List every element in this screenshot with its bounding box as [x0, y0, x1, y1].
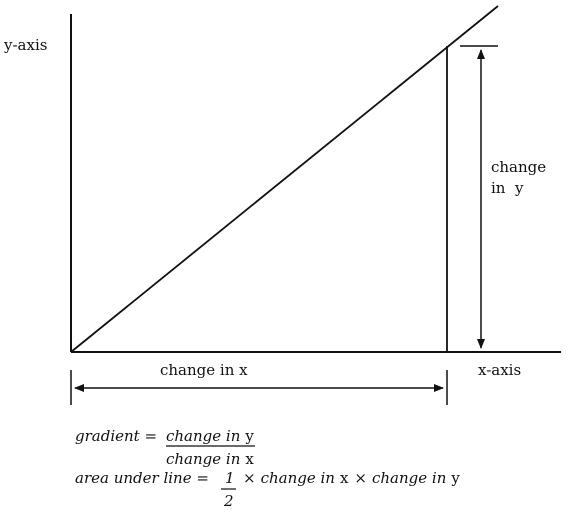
change-in-y-label-line2: in y — [491, 179, 524, 197]
area-term1-var: x — [340, 469, 349, 487]
y-axis-label: y-axis — [3, 36, 47, 54]
sloped-line — [70, 5, 499, 353]
gradient-denominator: change in x — [166, 450, 254, 468]
gradient-numerator-var: y — [244, 427, 254, 445]
change-in-x-label: change in x — [160, 361, 248, 379]
gradient-denominator-var: x — [245, 450, 254, 468]
gradient-lhs: gradient = — [75, 427, 157, 445]
area-term2-var: y — [450, 469, 460, 487]
area-term2-italic: change in — [372, 469, 446, 487]
area-fraction-denominator: 2 — [223, 492, 234, 510]
area-times-1: × — [243, 469, 256, 487]
change-in-y-label-line1: change — [491, 158, 546, 176]
area-term1-italic: change in — [261, 469, 335, 487]
area-rhs: × change in x × change in y — [243, 469, 460, 487]
area-lhs: area under line = — [75, 469, 209, 487]
gradient-numerator: change in y — [166, 427, 254, 445]
area-fraction-numerator: 1 — [225, 469, 235, 487]
x-axis-label: x-axis — [478, 361, 521, 379]
gradient-denominator-italic: change in — [166, 450, 240, 468]
area-times-2: × — [354, 469, 367, 487]
gradient-numerator-italic: change in — [166, 427, 240, 445]
